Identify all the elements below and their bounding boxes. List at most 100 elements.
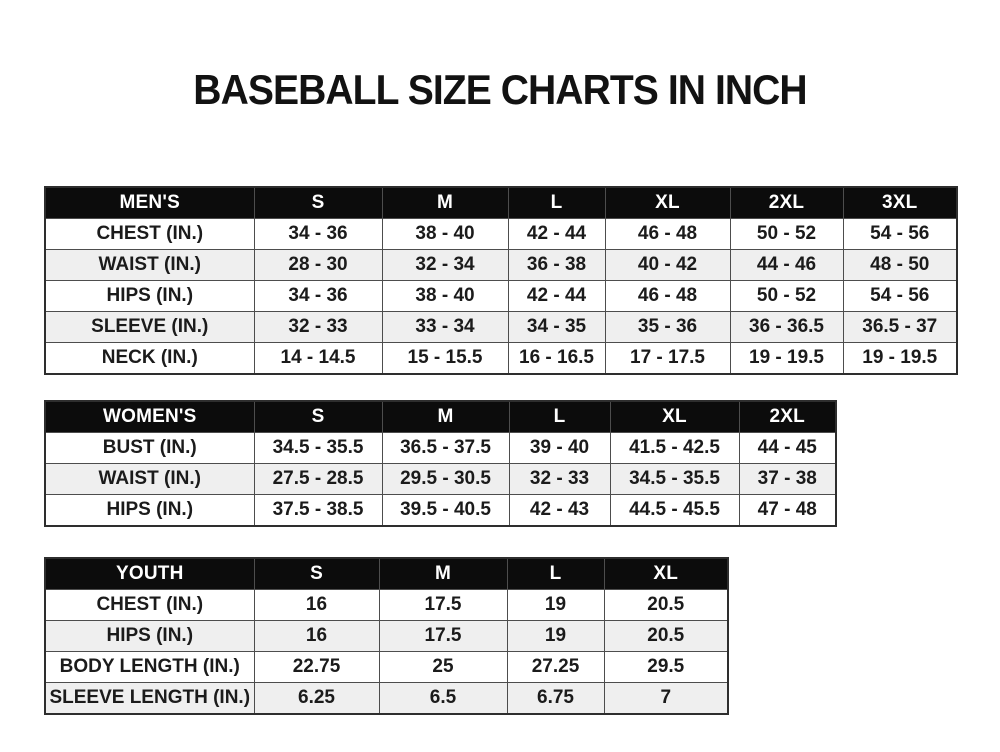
size-value: 47 - 48 bbox=[738, 494, 837, 527]
size-value: 19 bbox=[506, 589, 605, 621]
column-header-3xl: 3XL bbox=[842, 186, 958, 219]
size-value: 48 - 50 bbox=[842, 249, 958, 281]
womens-header-row: WOMEN'S S M L XL 2XL bbox=[44, 400, 837, 433]
column-header-xl: XL bbox=[609, 400, 740, 433]
size-value: 16 bbox=[253, 620, 380, 652]
size-value: 46 - 48 bbox=[604, 218, 731, 250]
row-label: HIPS (IN.) bbox=[44, 494, 255, 527]
size-value: 17.5 bbox=[378, 620, 508, 652]
size-value: 19 - 19.5 bbox=[842, 342, 958, 375]
size-value: 39.5 - 40.5 bbox=[381, 494, 510, 527]
size-value: 32 - 33 bbox=[508, 463, 611, 495]
table-row-body-length: BODY LENGTH (IN.) 22.75 25 27.25 29.5 bbox=[44, 651, 729, 683]
size-value: 44 - 45 bbox=[738, 432, 837, 464]
size-value: 34 - 36 bbox=[253, 280, 383, 312]
size-value: 20.5 bbox=[603, 620, 729, 652]
table-row-waist: WAIST (IN.) 28 - 30 32 - 34 36 - 38 40 -… bbox=[44, 249, 958, 281]
size-value: 15 - 15.5 bbox=[381, 342, 509, 375]
size-value: 36 - 36.5 bbox=[729, 311, 844, 343]
size-value: 28 - 30 bbox=[253, 249, 383, 281]
table-title-cell: YOUTH bbox=[44, 557, 255, 590]
column-header-m: M bbox=[381, 400, 510, 433]
column-header-m: M bbox=[378, 557, 508, 590]
size-value: 44 - 46 bbox=[729, 249, 844, 281]
page-title: BASEBALL SIZE CHARTS IN INCH bbox=[193, 66, 807, 113]
table-title-cell: MEN'S bbox=[44, 186, 255, 219]
size-value: 42 - 43 bbox=[508, 494, 611, 527]
column-header-l: L bbox=[506, 557, 605, 590]
row-label: BUST (IN.) bbox=[44, 432, 255, 464]
size-value: 36 - 38 bbox=[507, 249, 606, 281]
size-value: 17 - 17.5 bbox=[604, 342, 731, 375]
table-row-sleeve: SLEEVE (IN.) 32 - 33 33 - 34 34 - 35 35 … bbox=[44, 311, 958, 343]
table-row-sleeve-length: SLEEVE LENGTH (IN.) 6.25 6.5 6.75 7 bbox=[44, 682, 729, 715]
size-value: 19 - 19.5 bbox=[729, 342, 844, 375]
size-value: 37 - 38 bbox=[738, 463, 837, 495]
size-value: 32 - 33 bbox=[253, 311, 383, 343]
size-value: 40 - 42 bbox=[604, 249, 731, 281]
table-row-chest: CHEST (IN.) 34 - 36 38 - 40 42 - 44 46 -… bbox=[44, 218, 958, 250]
column-header-s: S bbox=[253, 186, 383, 219]
size-value: 36.5 - 37 bbox=[842, 311, 958, 343]
size-value: 34 - 35 bbox=[507, 311, 606, 343]
size-value: 34 - 36 bbox=[253, 218, 383, 250]
youth-header-row: YOUTH S M L XL bbox=[44, 557, 729, 590]
table-title-cell: WOMEN'S bbox=[44, 400, 255, 433]
size-value: 32 - 34 bbox=[381, 249, 509, 281]
size-value: 54 - 56 bbox=[842, 218, 958, 250]
column-header-s: S bbox=[253, 557, 380, 590]
row-label: CHEST (IN.) bbox=[44, 589, 255, 621]
size-value: 14 - 14.5 bbox=[253, 342, 383, 375]
size-value: 38 - 40 bbox=[381, 280, 509, 312]
size-value: 46 - 48 bbox=[604, 280, 731, 312]
row-label: CHEST (IN.) bbox=[44, 218, 255, 250]
size-value: 27.25 bbox=[506, 651, 605, 683]
size-value: 29.5 bbox=[603, 651, 729, 683]
column-header-l: L bbox=[508, 400, 611, 433]
row-label: HIPS (IN.) bbox=[44, 620, 255, 652]
size-value: 6.5 bbox=[378, 682, 508, 715]
column-header-2xl: 2XL bbox=[738, 400, 837, 433]
size-value: 34.5 - 35.5 bbox=[609, 463, 740, 495]
size-value: 19 bbox=[506, 620, 605, 652]
size-value: 35 - 36 bbox=[604, 311, 731, 343]
size-value: 20.5 bbox=[603, 589, 729, 621]
womens-size-table: WOMEN'S S M L XL 2XL BUST (IN.) 34.5 - 3… bbox=[44, 400, 837, 527]
size-value: 16 - 16.5 bbox=[507, 342, 606, 375]
size-value: 33 - 34 bbox=[381, 311, 509, 343]
size-value: 42 - 44 bbox=[507, 218, 606, 250]
row-label: SLEEVE (IN.) bbox=[44, 311, 255, 343]
row-label: NECK (IN.) bbox=[44, 342, 255, 375]
size-value: 54 - 56 bbox=[842, 280, 958, 312]
column-header-m: M bbox=[381, 186, 509, 219]
row-label: WAIST (IN.) bbox=[44, 249, 255, 281]
size-value: 17.5 bbox=[378, 589, 508, 621]
table-row-neck: NECK (IN.) 14 - 14.5 15 - 15.5 16 - 16.5… bbox=[44, 342, 958, 375]
row-label: WAIST (IN.) bbox=[44, 463, 255, 495]
table-row-chest: CHEST (IN.) 16 17.5 19 20.5 bbox=[44, 589, 729, 621]
size-value: 27.5 - 28.5 bbox=[253, 463, 383, 495]
size-value: 6.25 bbox=[253, 682, 380, 715]
size-value: 34.5 - 35.5 bbox=[253, 432, 383, 464]
size-value: 42 - 44 bbox=[507, 280, 606, 312]
column-header-s: S bbox=[253, 400, 383, 433]
size-value: 22.75 bbox=[253, 651, 380, 683]
row-label: SLEEVE LENGTH (IN.) bbox=[44, 682, 255, 715]
size-value: 6.75 bbox=[506, 682, 605, 715]
table-row-waist: WAIST (IN.) 27.5 - 28.5 29.5 - 30.5 32 -… bbox=[44, 463, 837, 495]
size-value: 38 - 40 bbox=[381, 218, 509, 250]
column-header-xl: XL bbox=[603, 557, 729, 590]
size-value: 29.5 - 30.5 bbox=[381, 463, 510, 495]
size-value: 7 bbox=[603, 682, 729, 715]
mens-header-row: MEN'S S M L XL 2XL 3XL bbox=[44, 186, 958, 219]
size-value: 36.5 - 37.5 bbox=[381, 432, 510, 464]
size-value: 37.5 - 38.5 bbox=[253, 494, 383, 527]
row-label: BODY LENGTH (IN.) bbox=[44, 651, 255, 683]
column-header-2xl: 2XL bbox=[729, 186, 844, 219]
mens-size-table: MEN'S S M L XL 2XL 3XL CHEST (IN.) 34 - … bbox=[44, 186, 958, 375]
table-row-hips: HIPS (IN.) 16 17.5 19 20.5 bbox=[44, 620, 729, 652]
size-value: 41.5 - 42.5 bbox=[609, 432, 740, 464]
size-value: 50 - 52 bbox=[729, 218, 844, 250]
column-header-l: L bbox=[507, 186, 606, 219]
table-row-hips: HIPS (IN.) 34 - 36 38 - 40 42 - 44 46 - … bbox=[44, 280, 958, 312]
